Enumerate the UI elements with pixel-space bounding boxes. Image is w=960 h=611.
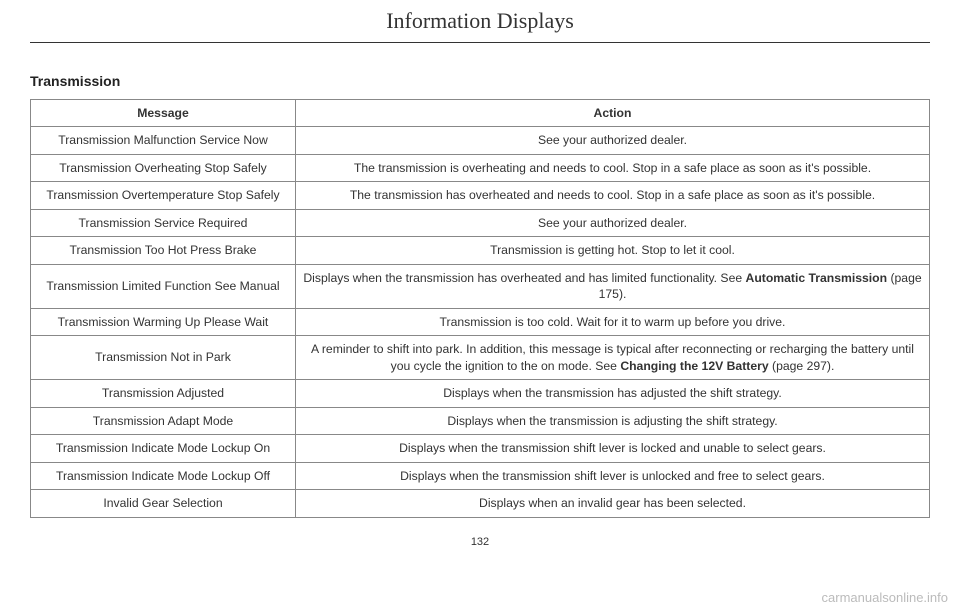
message-cell: Transmission Warming Up Please Wait <box>31 308 296 335</box>
message-cell: Transmission Adapt Mode <box>31 407 296 434</box>
message-cell: Transmission Indicate Mode Lockup Off <box>31 462 296 489</box>
action-cell: See your authorized dealer. <box>296 209 930 236</box>
message-cell: Transmission Overheating Stop Safely <box>31 154 296 181</box>
chapter-title: Information Displays <box>30 8 930 42</box>
table-row: Transmission Adapt ModeDisplays when the… <box>31 407 930 434</box>
message-cell: Transmission Adjusted <box>31 380 296 407</box>
table-row: Transmission Indicate Mode Lockup OnDisp… <box>31 435 930 462</box>
table-row: Transmission Indicate Mode Lockup OffDis… <box>31 462 930 489</box>
action-cell: See your authorized dealer. <box>296 127 930 154</box>
action-cell: Displays when the transmission has overh… <box>296 264 930 308</box>
action-cell: Displays when the transmission has adjus… <box>296 380 930 407</box>
message-cell: Transmission Limited Function See Manual <box>31 264 296 308</box>
table-row: Transmission Overtemperature Stop Safely… <box>31 182 930 209</box>
action-cell: Displays when the transmission is adjust… <box>296 407 930 434</box>
table-row: Transmission Overheating Stop SafelyThe … <box>31 154 930 181</box>
table-row: Transmission AdjustedDisplays when the t… <box>31 380 930 407</box>
page-number: 132 <box>30 536 930 548</box>
table-body: Transmission Malfunction Service NowSee … <box>31 127 930 517</box>
message-cell: Invalid Gear Selection <box>31 490 296 517</box>
page-container: Information Displays Transmission Messag… <box>0 0 960 611</box>
message-cell: Transmission Too Hot Press Brake <box>31 237 296 264</box>
message-cell: Transmission Malfunction Service Now <box>31 127 296 154</box>
action-cell: Displays when an invalid gear has been s… <box>296 490 930 517</box>
action-bold-reference: Automatic Transmission <box>746 271 888 285</box>
action-cell: Transmission is too cold. Wait for it to… <box>296 308 930 335</box>
action-cell: A reminder to shift into park. In additi… <box>296 336 930 380</box>
section-title: Transmission <box>30 73 930 89</box>
action-cell: The transmission has overheated and need… <box>296 182 930 209</box>
message-cell: Transmission Overtemperature Stop Safely <box>31 182 296 209</box>
table-row: Transmission Not in ParkA reminder to sh… <box>31 336 930 380</box>
header-action: Action <box>296 100 930 127</box>
action-cell: The transmission is overheating and need… <box>296 154 930 181</box>
action-cell: Transmission is getting hot. Stop to let… <box>296 237 930 264</box>
message-cell: Transmission Indicate Mode Lockup On <box>31 435 296 462</box>
action-cell: Displays when the transmission shift lev… <box>296 462 930 489</box>
messages-table: Message Action Transmission Malfunction … <box>30 99 930 518</box>
table-row: Transmission Warming Up Please WaitTrans… <box>31 308 930 335</box>
action-cell: Displays when the transmission shift lev… <box>296 435 930 462</box>
header-message: Message <box>31 100 296 127</box>
title-rule <box>30 42 930 43</box>
table-row: Transmission Limited Function See Manual… <box>31 264 930 308</box>
table-row: Transmission Malfunction Service NowSee … <box>31 127 930 154</box>
table-row: Transmission Service RequiredSee your au… <box>31 209 930 236</box>
watermark: carmanualsonline.info <box>822 590 948 605</box>
table-header-row: Message Action <box>31 100 930 127</box>
table-row: Transmission Too Hot Press BrakeTransmis… <box>31 237 930 264</box>
action-bold-reference: Changing the 12V Battery <box>620 359 768 373</box>
table-row: Invalid Gear SelectionDisplays when an i… <box>31 490 930 517</box>
message-cell: Transmission Not in Park <box>31 336 296 380</box>
message-cell: Transmission Service Required <box>31 209 296 236</box>
